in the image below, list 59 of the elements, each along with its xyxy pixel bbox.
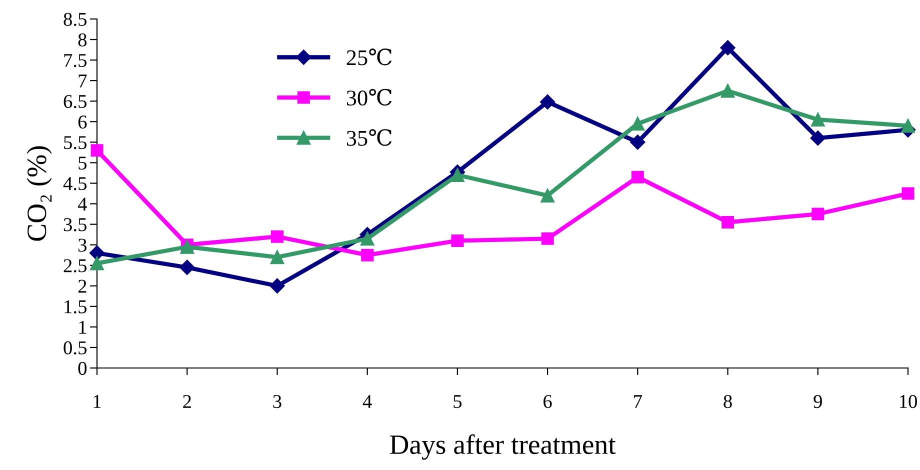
- y-tick-label: 2.5: [64, 259, 87, 272]
- point: [810, 130, 826, 146]
- y-tick-label: 8.5: [64, 12, 87, 26]
- point: [812, 208, 824, 220]
- x-tick-label: 2: [183, 395, 191, 408]
- y-tick-label: 7: [78, 74, 87, 88]
- point: [540, 94, 556, 110]
- point: [361, 248, 374, 262]
- point: [540, 188, 554, 202]
- x-tick-label: 3: [273, 395, 282, 408]
- y-tick-label: 6.5: [64, 94, 87, 108]
- legend-label: 25℃: [346, 48, 392, 66]
- x-tick-label: 4: [362, 395, 372, 408]
- x-tick-label: 8: [724, 394, 732, 408]
- x-tick-label: 9: [814, 395, 822, 408]
- x-tick-label: 10: [900, 394, 917, 408]
- y-tick-label: 3: [78, 238, 87, 252]
- y-tick-label: 6: [78, 116, 87, 129]
- y-tick-label: 4.5: [63, 177, 87, 190]
- point: [901, 118, 915, 133]
- point: [450, 168, 464, 182]
- y-tick-label: 3.5: [64, 218, 87, 232]
- point: [902, 187, 914, 200]
- point: [810, 112, 825, 127]
- x-tick-label: 5: [454, 395, 462, 408]
- point: [180, 260, 195, 275]
- y-tick-label: 0.5: [64, 341, 87, 354]
- point: [720, 40, 736, 56]
- point: [720, 84, 735, 98]
- point: [90, 144, 104, 157]
- point: [89, 245, 105, 261]
- point: [180, 240, 194, 254]
- x-axis-title: Days after treatment: [390, 434, 616, 460]
- y-tick-label: 1: [79, 320, 86, 334]
- y-tick-label: 4: [78, 198, 87, 211]
- point: [722, 216, 734, 228]
- point: [630, 116, 645, 131]
- x-tick-label: 1: [94, 395, 101, 408]
- legend-label: 35℃: [346, 129, 392, 146]
- x-tick-label: 7: [634, 395, 642, 408]
- point: [90, 256, 104, 270]
- y-tick-label: 5: [78, 156, 87, 170]
- point: [270, 250, 284, 264]
- point: [360, 232, 374, 246]
- point: [541, 232, 554, 245]
- y-tick-label: 8: [78, 33, 87, 46]
- y-tick-label: 5.5: [64, 136, 87, 150]
- y-axis-title: CO₂ (%): [26, 146, 52, 241]
- y-tick-label: 1.5: [64, 300, 87, 314]
- point: [270, 230, 284, 243]
- legend-label: 30℃: [346, 88, 392, 106]
- point: [451, 234, 464, 247]
- y-tick-label: 7.5: [64, 54, 87, 68]
- x-tick-label: 6: [544, 395, 552, 408]
- y-tick-label: 0: [78, 362, 87, 375]
- point: [631, 170, 644, 184]
- point: [630, 134, 646, 150]
- y-tick-label: 2: [78, 280, 86, 293]
- point: [270, 278, 285, 294]
